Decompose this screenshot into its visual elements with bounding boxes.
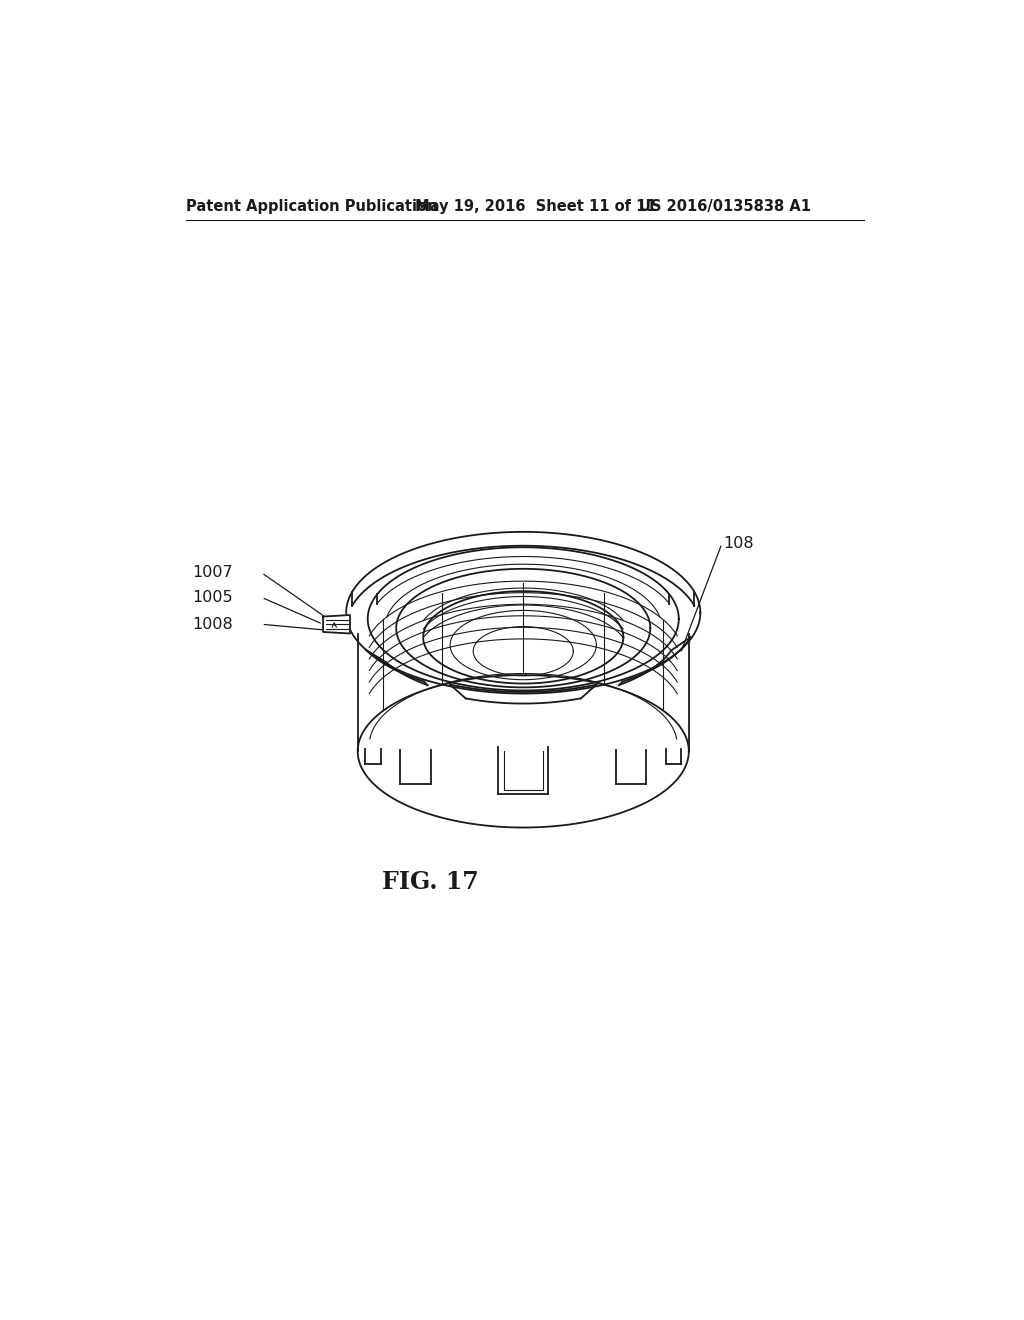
Polygon shape [323,615,350,634]
Text: 108: 108 [724,536,754,550]
Text: Patent Application Publication: Patent Application Publication [186,198,437,214]
Text: FIG. 17: FIG. 17 [383,870,479,894]
Text: US 2016/0135838 A1: US 2016/0135838 A1 [639,198,811,214]
Text: 1008: 1008 [193,616,232,632]
Text: 1005: 1005 [193,590,232,605]
Text: 1007: 1007 [193,565,232,581]
Text: May 19, 2016  Sheet 11 of 11: May 19, 2016 Sheet 11 of 11 [416,198,657,214]
